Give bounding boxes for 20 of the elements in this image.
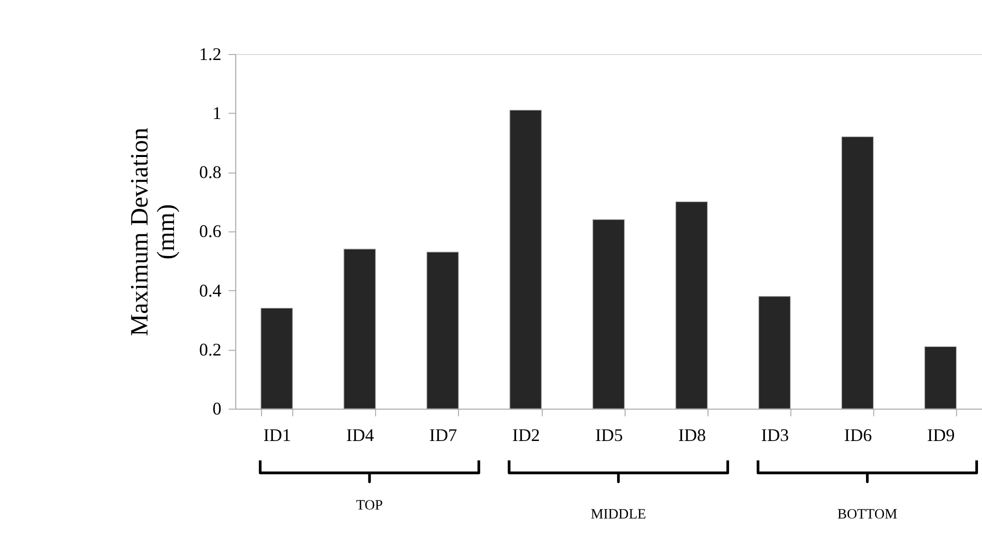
y-tick-label: 1.2 <box>199 44 222 64</box>
x-tick-label: ID1 <box>263 425 292 446</box>
y-tick-label: 1 <box>212 102 222 123</box>
x-tick-label: ID9 <box>927 425 955 446</box>
y-tick-label: 0.2 <box>199 339 222 360</box>
text: BOTTOM <box>837 506 898 522</box>
text: MIDDLE <box>590 506 646 522</box>
x-tick-label: ID5 <box>595 425 624 446</box>
x-tick-label: ID4 <box>346 425 374 446</box>
x-tick-label: ID8 <box>678 425 706 446</box>
y-tick-label: 0.4 <box>199 280 222 300</box>
y-tick-label: 0 <box>212 398 222 419</box>
y-tick-label: 0.6 <box>199 221 222 242</box>
x-tick-label: ID2 <box>512 425 540 446</box>
x-tick-label: ID3 <box>761 425 789 446</box>
y-tick-label: 0.8 <box>199 162 222 182</box>
y-axis-title: Maximum Deviation (mm) <box>126 127 180 336</box>
x-tick-label: ID7 <box>429 425 458 446</box>
text: TOP <box>356 497 383 514</box>
x-tick-label: ID6 <box>844 425 872 446</box>
